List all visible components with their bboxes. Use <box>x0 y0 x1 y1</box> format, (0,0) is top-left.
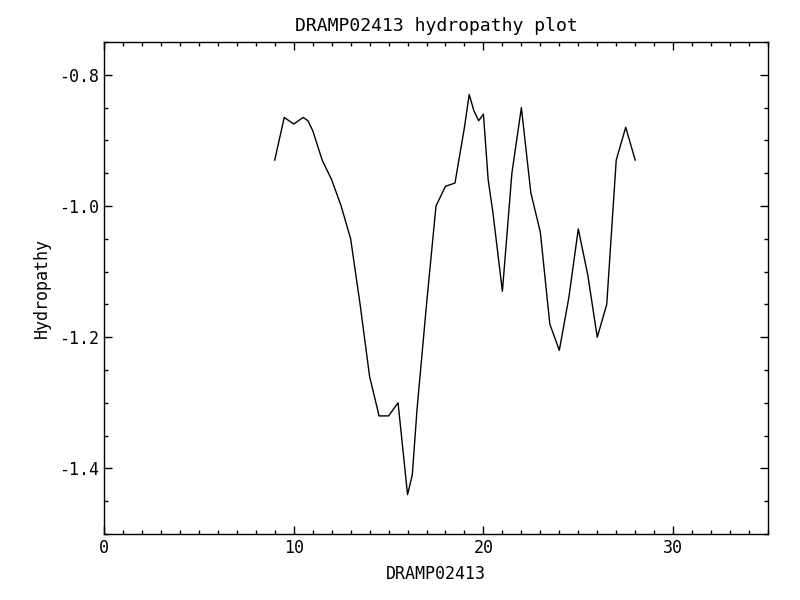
X-axis label: DRAMP02413: DRAMP02413 <box>386 565 486 583</box>
Title: DRAMP02413 hydropathy plot: DRAMP02413 hydropathy plot <box>294 17 578 35</box>
Y-axis label: Hydropathy: Hydropathy <box>33 238 51 338</box>
